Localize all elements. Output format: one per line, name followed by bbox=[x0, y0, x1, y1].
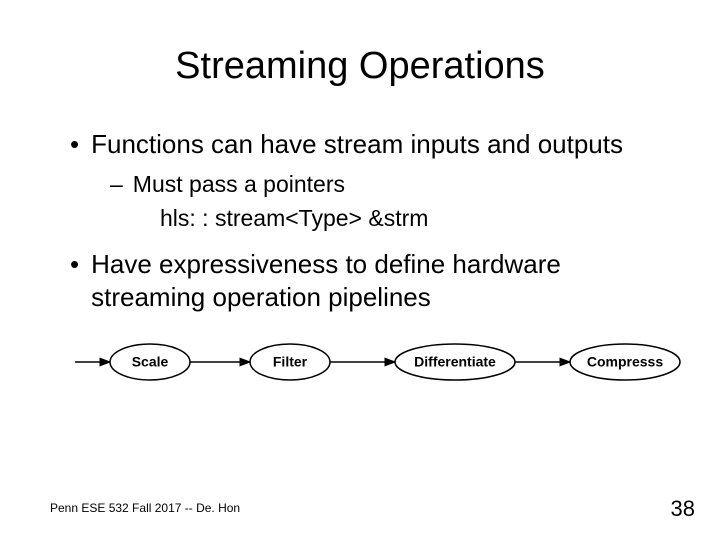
bullet-text: Functions can have stream inputs and out… bbox=[91, 128, 623, 162]
pipeline-diagram: Scale Filter Differentiate Compresss bbox=[70, 335, 670, 394]
dash-marker: – bbox=[110, 170, 123, 200]
flow-node-label: Scale bbox=[132, 354, 169, 370]
flow-node-label: Compresss bbox=[587, 354, 663, 370]
page-title: Streaming Operations bbox=[50, 45, 670, 88]
footer-course: Penn ESE 532 Fall 2017 -- De. Hon bbox=[50, 501, 240, 515]
flow-node-label: Filter bbox=[273, 354, 308, 370]
bullet-text: Have expressiveness to define hardware s… bbox=[91, 248, 670, 316]
bullet-level3: hls: : stream<Type> &strm bbox=[160, 204, 670, 234]
flow-node-label: Differentiate bbox=[414, 354, 496, 370]
bullet-marker: • bbox=[70, 248, 79, 316]
bullet-text: hls: : stream<Type> &strm bbox=[160, 205, 428, 231]
page-number: 38 bbox=[671, 496, 695, 522]
flowchart-svg: Scale Filter Differentiate Compresss bbox=[70, 335, 690, 389]
bullet-level1: • Have expressiveness to define hardware… bbox=[70, 248, 670, 316]
bullet-marker: • bbox=[70, 128, 79, 162]
bullet-text: Must pass a pointers bbox=[133, 170, 345, 200]
bullet-level2: – Must pass a pointers bbox=[110, 170, 670, 200]
bullet-level1: • Functions can have stream inputs and o… bbox=[70, 128, 670, 162]
